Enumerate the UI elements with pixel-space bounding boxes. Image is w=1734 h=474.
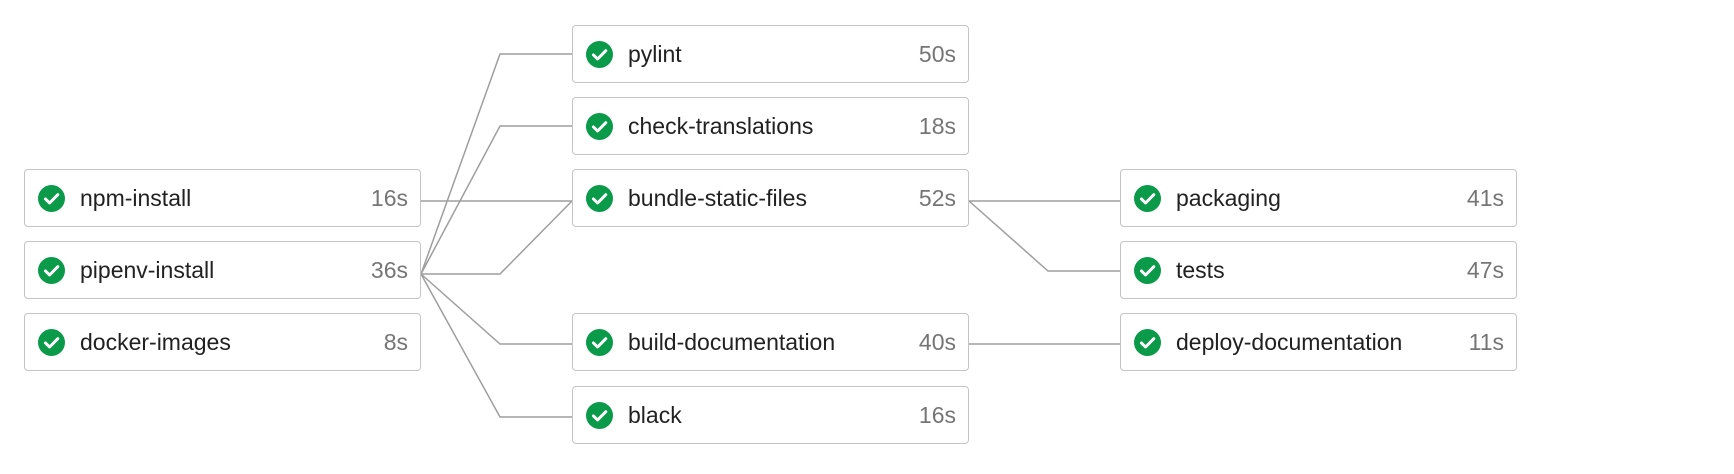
job-name: build-documentation <box>628 328 836 355</box>
job-duration: 16s <box>918 401 956 428</box>
job-name: bundle-static-files <box>628 184 807 211</box>
job-check-translations[interactable]: check-translations 18s <box>572 97 969 155</box>
job-duration: 50s <box>918 40 956 67</box>
job-name: pylint <box>628 40 682 67</box>
job-duration: 40s <box>918 328 956 355</box>
job-name: docker-images <box>80 328 231 355</box>
check-circle-icon <box>586 328 613 356</box>
job-deploy-documentation[interactable]: deploy-documentation 11s <box>1120 313 1517 371</box>
job-duration: 16s <box>370 184 408 211</box>
job-name: tests <box>1176 256 1225 283</box>
job-name: npm-install <box>80 184 192 211</box>
job-black[interactable]: black 16s <box>572 386 969 444</box>
connector-pipenv-install-to-check-translations <box>420 125 572 275</box>
job-name: pipenv-install <box>80 256 215 283</box>
check-circle-icon <box>586 40 613 68</box>
connector-pipenv-install-to-bundle-static-files <box>421 200 573 275</box>
job-duration: 18s <box>918 112 956 139</box>
connector-pipenv-install-to-pylint <box>420 53 572 275</box>
job-docker-images[interactable]: docker-images 8s <box>24 313 421 371</box>
job-name: deploy-documentation <box>1176 328 1403 355</box>
connector-bundle-static-files-to-tests <box>968 200 1120 272</box>
job-build-documentation[interactable]: build-documentation 40s <box>572 313 969 371</box>
job-name: black <box>628 401 682 428</box>
check-circle-icon <box>1134 184 1161 212</box>
connector-pipenv-install-to-build-documentation <box>420 273 572 345</box>
check-circle-icon <box>586 112 613 140</box>
connector-pipenv-install-to-black <box>420 273 572 418</box>
job-bundle-static-files[interactable]: bundle-static-files 52s <box>572 169 969 227</box>
job-duration: 8s <box>383 328 408 355</box>
job-duration: 41s <box>1466 184 1504 211</box>
job-npm-install[interactable]: npm-install 16s <box>24 169 421 227</box>
job-duration: 11s <box>1468 328 1504 355</box>
check-circle-icon <box>38 184 65 212</box>
job-pipenv-install[interactable]: pipenv-install 36s <box>24 241 421 299</box>
job-duration: 47s <box>1466 256 1504 283</box>
job-duration: 36s <box>370 256 408 283</box>
check-circle-icon <box>1134 328 1161 356</box>
check-circle-icon <box>38 256 65 284</box>
job-name: check-translations <box>628 112 814 139</box>
job-duration: 52s <box>918 184 956 211</box>
job-packaging[interactable]: packaging 41s <box>1120 169 1517 227</box>
check-circle-icon <box>38 328 65 356</box>
job-tests[interactable]: tests 47s <box>1120 241 1517 299</box>
job-name: packaging <box>1176 184 1281 211</box>
check-circle-icon <box>586 401 613 429</box>
check-circle-icon <box>1134 256 1161 284</box>
check-circle-icon <box>586 184 613 212</box>
job-pylint[interactable]: pylint 50s <box>572 25 969 83</box>
